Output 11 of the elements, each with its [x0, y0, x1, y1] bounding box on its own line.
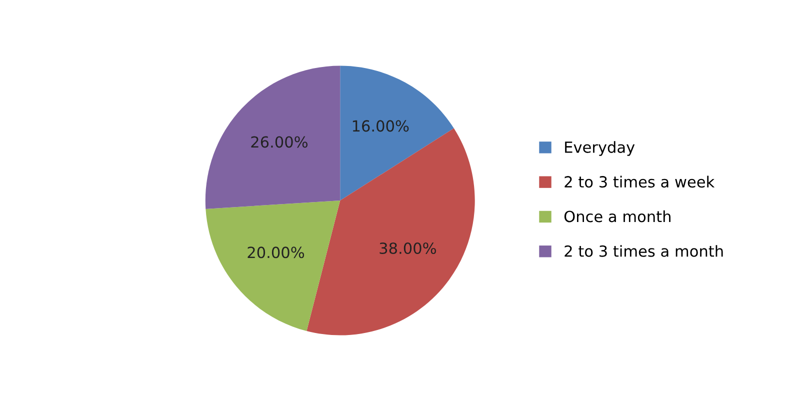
legend-label: Everyday [565, 141, 635, 156]
pie-slice [340, 66, 454, 200]
data-label: 16.00% [352, 120, 409, 132]
legend-label: Once a month [564, 210, 670, 222]
legend-label: 2 to 3 times a month [564, 245, 723, 257]
data-label: 38.00% [380, 242, 436, 254]
data-label: 26.00% [251, 136, 308, 148]
pie-slice [205, 66, 340, 209]
legend-label: 2 to 3 times a week [564, 176, 715, 188]
data-label: 20.00% [248, 246, 304, 258]
pie-slice [206, 200, 340, 332]
